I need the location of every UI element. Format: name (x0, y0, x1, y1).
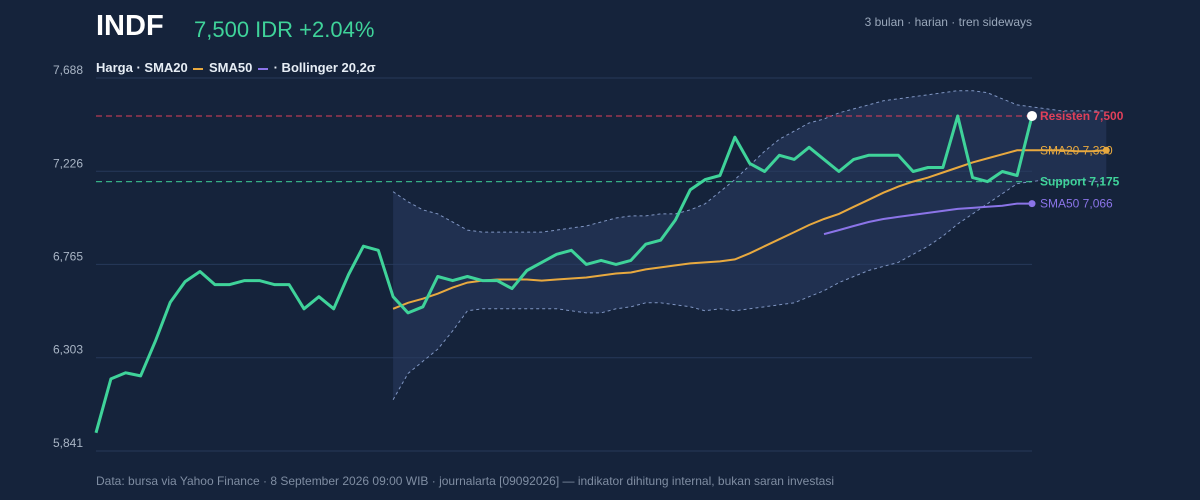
y-tick-label: 5,841 (53, 436, 83, 450)
price-levels (96, 115, 1032, 183)
sma20-line (392, 149, 1107, 310)
bollinger-band-fill (393, 90, 1107, 400)
price-line (94, 114, 1034, 434)
bollinger-upper-line (392, 90, 1107, 233)
chart-meta: 3 bulan · harian · tren sideways (864, 15, 1032, 29)
legend-sma50-label: SMA50 (209, 60, 253, 75)
gridlines: 7,688 7,226 6,765 6,303 5,841 (53, 63, 1032, 452)
sma20-end-marker (1102, 146, 1110, 154)
y-tick-label: 6,765 (53, 249, 83, 263)
y-tick-label: 7,688 (53, 63, 83, 77)
chart-labels: Resisten 7,500 Support 7,175 SMA50 7,066 SM… (1040, 109, 1124, 211)
legend-bollinger-swatch (257, 67, 268, 70)
y-tick-label: 7,226 (53, 156, 83, 170)
legend-price-label: Harga · SMA20 (96, 60, 188, 75)
sma50-end-label: SMA50 7,066 (1040, 197, 1113, 211)
price-change: 7,500 IDR +2.04% (194, 17, 375, 42)
legend-bollinger-label: · Bollinger 20,2σ (273, 60, 376, 75)
y-tick-label: 6,303 (53, 343, 83, 357)
resisten-level-label: Resisten 7,500 (1040, 109, 1124, 123)
sma20-end-label: SMA20 7,330 (1040, 143, 1113, 157)
support-level-label: Support 7,175 (1040, 175, 1120, 189)
chart-legend: Harga · SMA20 SMA50 · Bollinger 20,2σ (96, 60, 376, 75)
price-end-marker (1027, 110, 1037, 121)
legend-sma20-swatch (193, 67, 204, 70)
sma50-line (823, 202, 1032, 236)
series-lines (94, 110, 1110, 434)
data-source-footer: Data: bursa via Yahoo Finance · 8 Septem… (96, 474, 834, 488)
ticker-symbol: INDF (96, 10, 164, 42)
sma50-end-marker (1028, 200, 1036, 208)
bollinger-band (392, 90, 1107, 400)
bollinger-lower-line (392, 179, 1107, 400)
